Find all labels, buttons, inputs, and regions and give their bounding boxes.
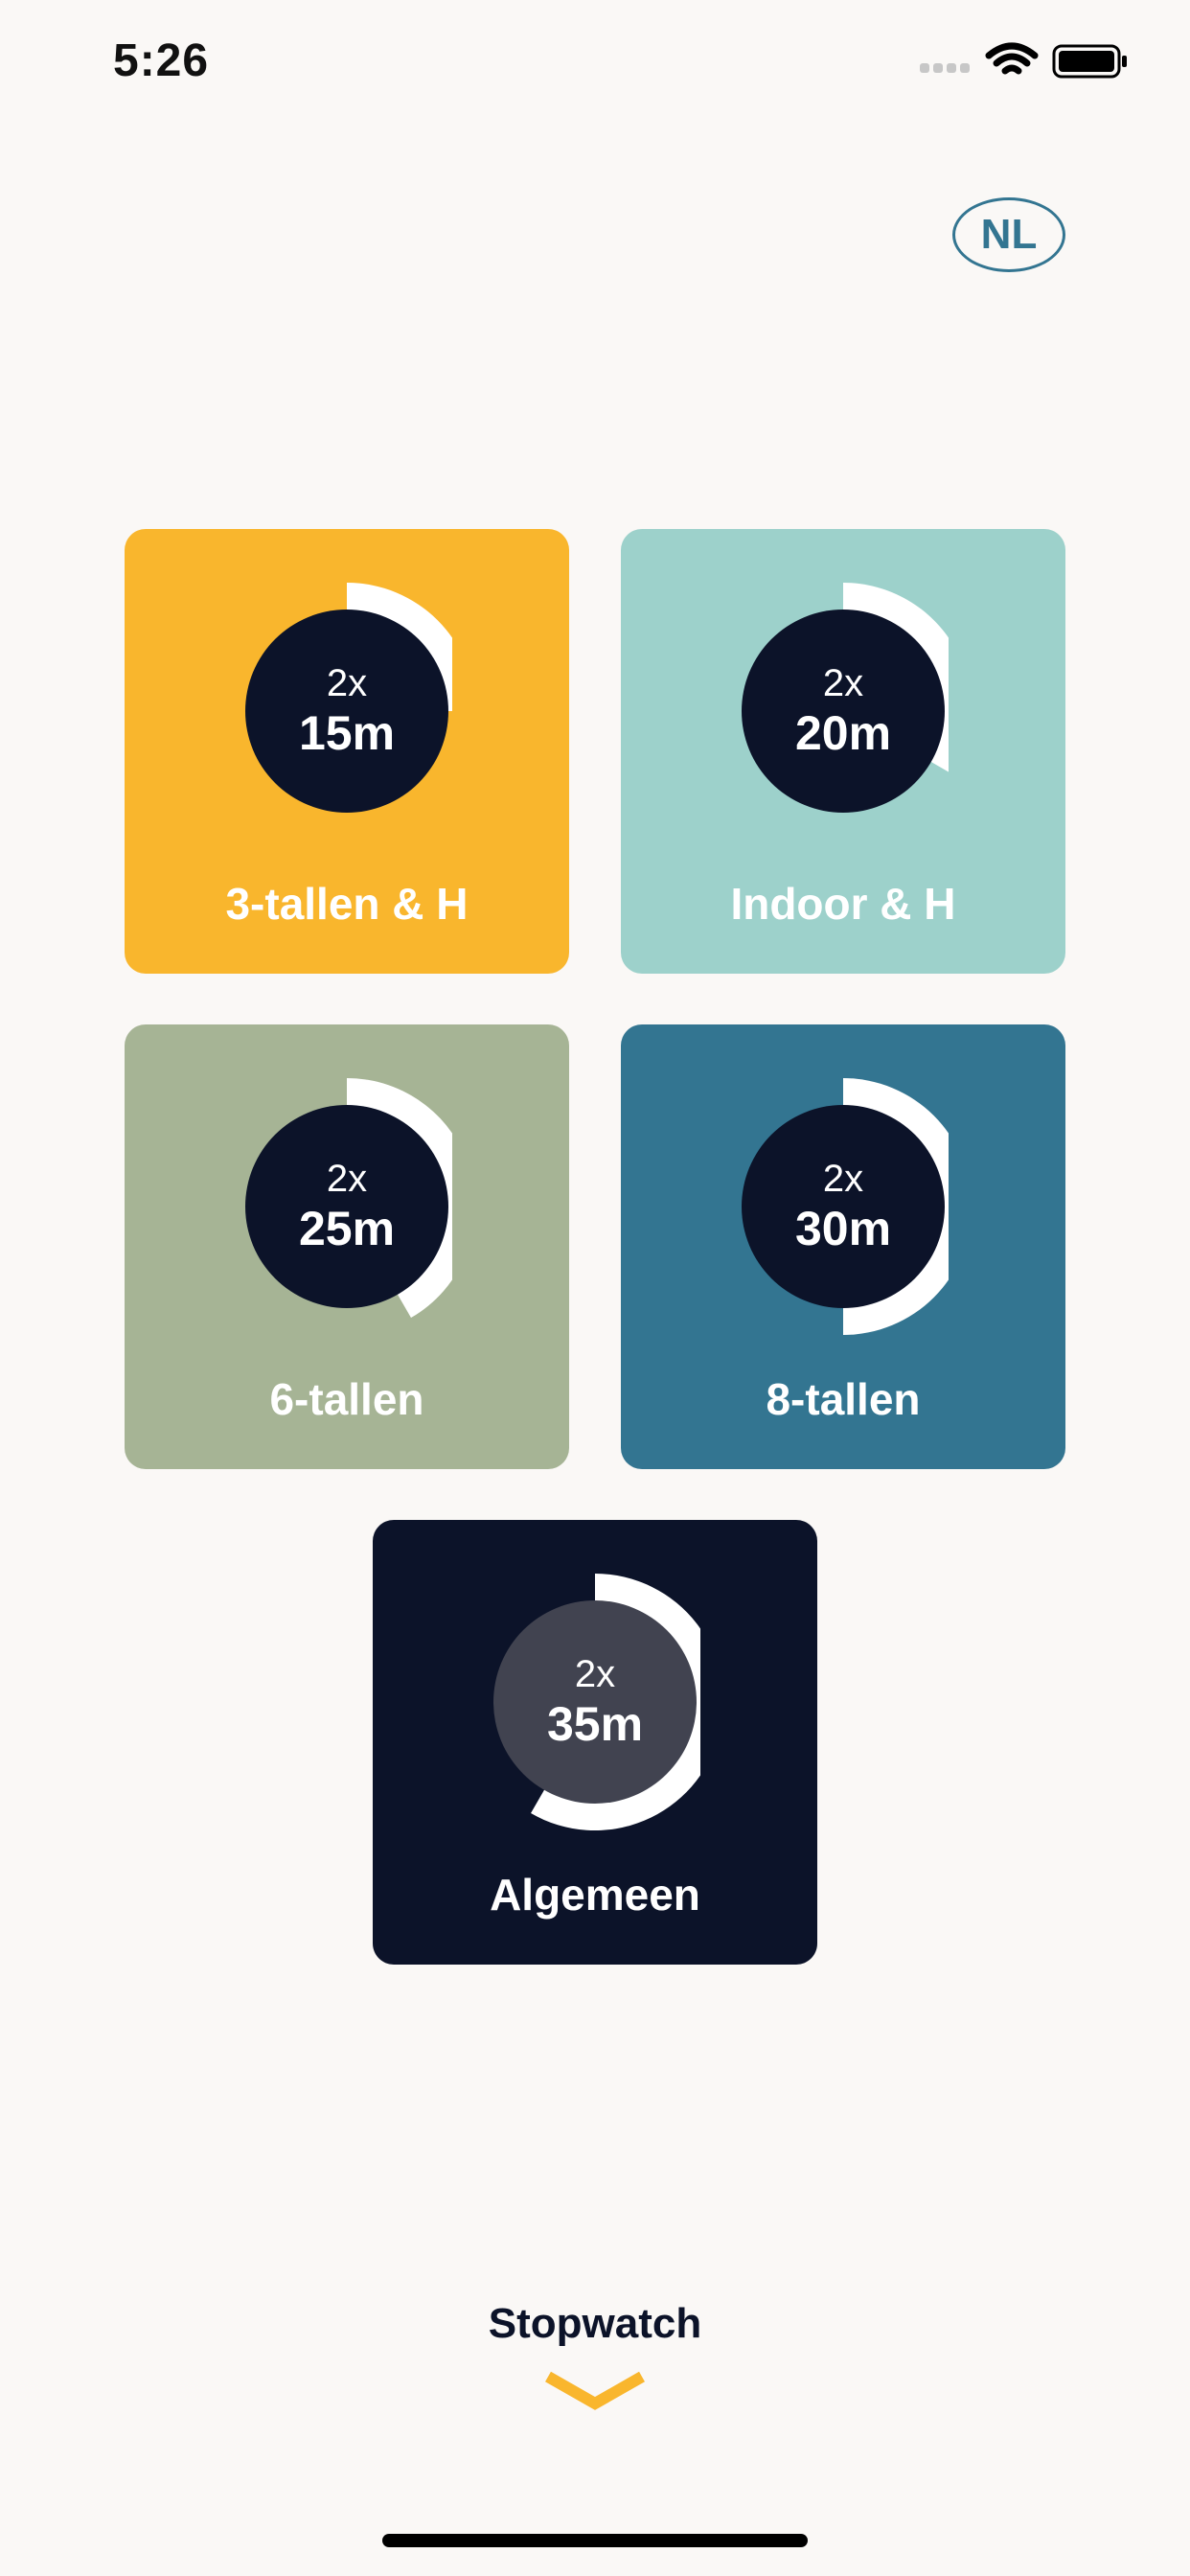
battery-icon xyxy=(1052,44,1127,79)
timer-dial xyxy=(742,1078,949,1335)
stopwatch-button[interactable]: Stopwatch xyxy=(451,2300,739,2425)
timer-dial-disc xyxy=(245,1105,448,1308)
timer-label: Indoor & H xyxy=(730,879,956,929)
status-time: 5:26 xyxy=(113,35,210,86)
timer-dial-disc xyxy=(742,1105,945,1308)
signal-icon xyxy=(920,63,970,73)
timer-label: 3-tallen & H xyxy=(225,879,469,929)
wifi-icon xyxy=(985,42,1039,75)
timer-dial xyxy=(493,1574,700,1830)
timer-dial xyxy=(742,583,949,813)
timer-dial-disc xyxy=(245,610,448,813)
timer-tile-3-tallen[interactable]: 2x 15m 3-tallen & H xyxy=(125,529,569,974)
chevron-down-icon xyxy=(545,2371,645,2410)
timer-label: Algemeen xyxy=(490,1870,700,1920)
status-icons-svg xyxy=(920,42,1127,79)
timer-tile-8-tallen[interactable]: 2x 30m 8-tallen xyxy=(621,1024,1065,1469)
timer-label: 6-tallen xyxy=(269,1374,424,1424)
timer-tile-6-tallen[interactable]: 2x 25m 6-tallen xyxy=(125,1024,569,1469)
timer-dial xyxy=(245,1078,452,1319)
status-icons xyxy=(910,40,1131,82)
timer-dial-disc xyxy=(742,610,945,813)
timer-dial-disc xyxy=(493,1600,697,1804)
timer-dial xyxy=(245,583,452,813)
home-indicator xyxy=(382,2534,808,2547)
stopwatch-label: Stopwatch xyxy=(488,2300,702,2347)
language-toggle-button[interactable]: NL xyxy=(952,197,1065,272)
timer-tile-indoor[interactable]: 2x 20m Indoor & H xyxy=(621,529,1065,974)
timer-label: 8-tallen xyxy=(766,1374,921,1424)
timer-tile-algemeen[interactable]: 2x 35m Algemeen xyxy=(373,1520,817,1965)
